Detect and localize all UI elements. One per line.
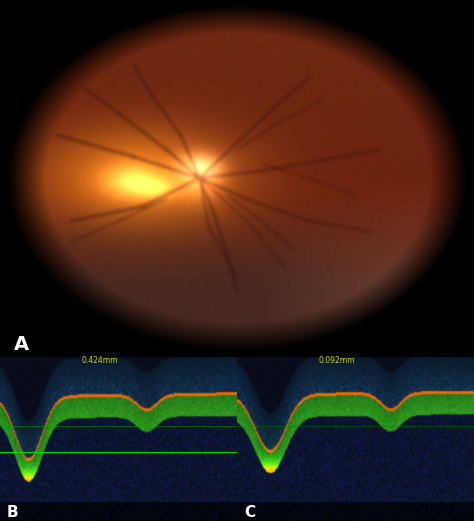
Text: 0.424mm: 0.424mm: [81, 356, 118, 365]
Text: B: B: [7, 504, 18, 519]
Text: C: C: [245, 504, 255, 519]
Text: 0.092mm: 0.092mm: [319, 356, 355, 365]
Text: A: A: [14, 336, 29, 354]
